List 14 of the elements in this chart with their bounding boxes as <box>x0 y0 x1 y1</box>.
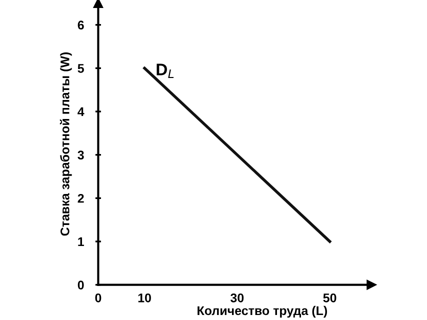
x-tick-label: 0 <box>95 293 102 302</box>
y-tick-label: 6 <box>78 20 84 30</box>
x-tick-label: 50 <box>323 293 336 302</box>
x-tick-label: 10 <box>138 293 151 302</box>
y-axis-title: Ставка заработной платы (W) <box>60 52 72 236</box>
y-tick-label: 2 <box>78 194 84 203</box>
x-tick-label: 30 <box>230 293 244 302</box>
x-axis-title: Количество труда (L) <box>198 306 327 318</box>
y-tick-label: 1 <box>78 237 84 246</box>
y-tick-label: 4 <box>78 107 84 116</box>
y-tick-label: 5 <box>78 64 84 73</box>
series-label: D$_{L}$ <box>156 64 174 78</box>
y-tick-label: 0 <box>78 280 84 290</box>
y-tick-label: 3 <box>78 150 84 160</box>
